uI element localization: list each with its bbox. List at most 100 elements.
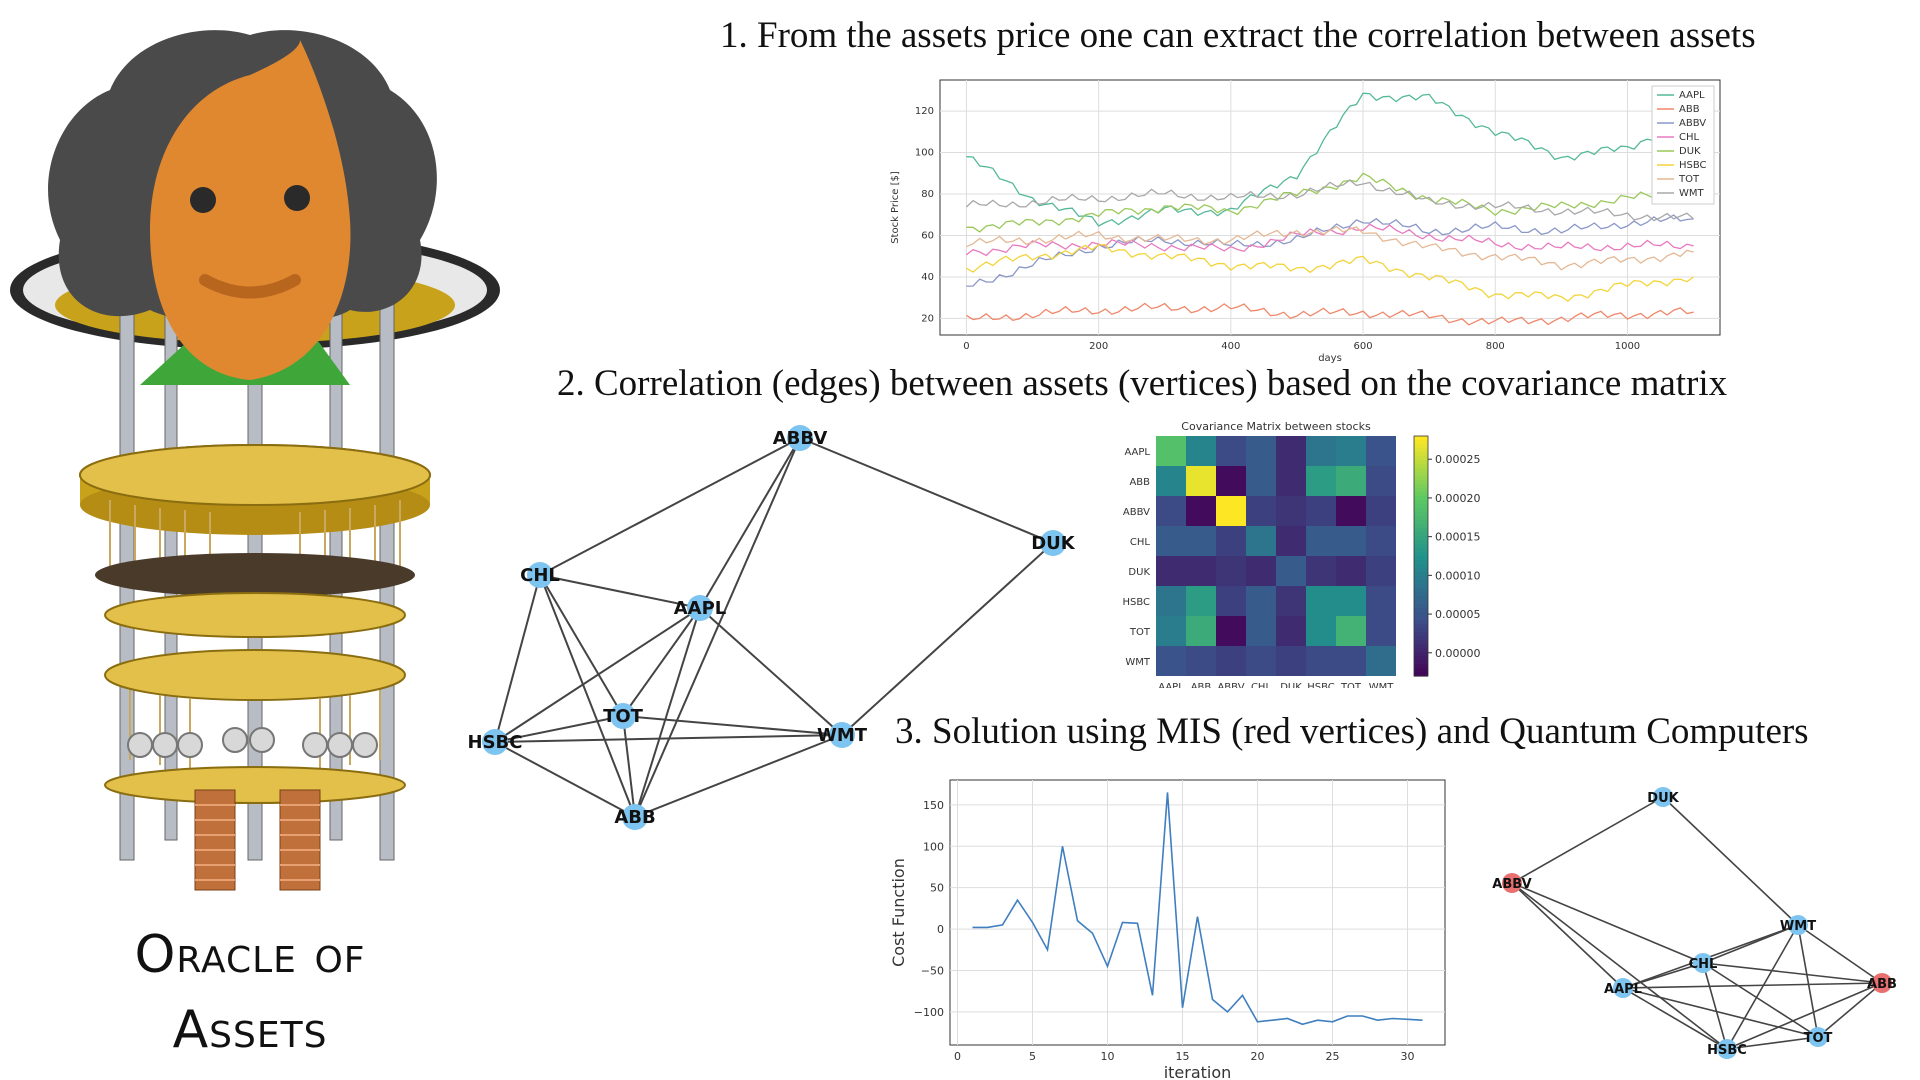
heatmap-cell bbox=[1246, 556, 1276, 586]
colorbar-segment bbox=[1414, 504, 1428, 509]
heatmap-cell bbox=[1306, 436, 1336, 466]
graph-edge bbox=[841, 542, 1054, 736]
heatmap-row-label: ABB bbox=[1129, 477, 1150, 488]
legend-label: DUK bbox=[1679, 146, 1701, 157]
heatmap-title: Covariance Matrix between stocks bbox=[1181, 420, 1371, 433]
colorbar-segment bbox=[1414, 484, 1428, 489]
oracle-illustration bbox=[10, 30, 500, 891]
series-line-hsbc bbox=[966, 244, 1694, 302]
x-tick-label: 800 bbox=[1486, 341, 1505, 352]
graph-edge bbox=[539, 437, 801, 576]
colorbar-frame bbox=[1413, 435, 1429, 677]
colorbar-segment bbox=[1414, 628, 1428, 633]
graph-edge bbox=[1511, 882, 1624, 989]
graph-node-wmt bbox=[829, 722, 855, 748]
colorbar-segment bbox=[1414, 632, 1428, 637]
graph-node-abb bbox=[1872, 973, 1892, 993]
heatmap-cell bbox=[1276, 646, 1306, 676]
graph-node-abbv bbox=[787, 425, 813, 451]
y-axis-label: Cost Function bbox=[889, 858, 908, 967]
heatmap-cell bbox=[1246, 586, 1276, 616]
y-tick-label: −50 bbox=[921, 964, 944, 977]
colorbar-segment bbox=[1414, 608, 1428, 613]
colorbar-segment bbox=[1414, 476, 1428, 481]
colorbar-segment bbox=[1414, 668, 1428, 673]
x-tick-label: 0 bbox=[954, 1050, 961, 1063]
y-tick-label: 50 bbox=[930, 882, 944, 895]
colorbar-segment bbox=[1414, 452, 1428, 457]
graph-edge bbox=[1511, 882, 1704, 964]
colorbar-segment bbox=[1414, 460, 1428, 465]
plot-area bbox=[949, 779, 1446, 1046]
heatmap-cell bbox=[1186, 556, 1216, 586]
colorbar-segment bbox=[1414, 648, 1428, 653]
heatmap-cell bbox=[1336, 586, 1366, 616]
x-tick-label: 1000 bbox=[1615, 341, 1640, 352]
heatmap-cell bbox=[1366, 646, 1396, 676]
colorbar-segment bbox=[1414, 656, 1428, 661]
colorbar-segment bbox=[1414, 576, 1428, 581]
colorbar-segment bbox=[1414, 560, 1428, 565]
graph-edge bbox=[1726, 924, 1799, 1050]
heatmap-cell bbox=[1186, 646, 1216, 676]
heatmap-cell bbox=[1276, 526, 1306, 556]
legend-box bbox=[1651, 85, 1715, 205]
legend-label: AAPL bbox=[1679, 90, 1705, 101]
graph-edge bbox=[1797, 924, 1819, 1038]
y-tick-label: 20 bbox=[921, 313, 934, 324]
graph-edge bbox=[494, 607, 701, 743]
colorbar-segment bbox=[1414, 512, 1428, 517]
graph-edge bbox=[622, 715, 636, 818]
colorbar-segment bbox=[1414, 664, 1428, 669]
y-tick-label: 100 bbox=[915, 148, 934, 159]
oracle-title-line-2: Assets bbox=[172, 1000, 328, 1060]
heatmap-row-label: CHL bbox=[1130, 537, 1151, 548]
cost-series-line bbox=[972, 792, 1423, 1026]
heatmap-cell bbox=[1216, 616, 1246, 646]
graph-edge bbox=[622, 715, 843, 736]
graph-edge bbox=[1817, 982, 1883, 1038]
graph-edge bbox=[1726, 982, 1883, 1050]
colorbar-segment bbox=[1414, 468, 1428, 473]
graph-node-label: ABBV bbox=[1492, 877, 1531, 892]
colorbar-tick-label: 0.00025 bbox=[1435, 453, 1481, 466]
colorbar-segment bbox=[1414, 492, 1428, 497]
graph-edge bbox=[494, 741, 636, 818]
heatmap-row-label: WMT bbox=[1125, 657, 1151, 668]
heatmap-cell bbox=[1156, 586, 1186, 616]
graph-node-label: AAPL bbox=[1604, 982, 1642, 997]
heatmap-cell bbox=[1306, 556, 1336, 586]
graph-node-wmt bbox=[1788, 915, 1808, 935]
graph-edge bbox=[1797, 924, 1883, 984]
graph-node-tot bbox=[1808, 1027, 1828, 1047]
graph-edge bbox=[622, 607, 701, 717]
heatmap-cell bbox=[1216, 466, 1246, 496]
heatmap-cell bbox=[1366, 616, 1396, 646]
colorbar-segment bbox=[1414, 524, 1428, 529]
plot-area bbox=[939, 79, 1721, 336]
graph-edge bbox=[634, 607, 701, 818]
x-tick-label: 25 bbox=[1326, 1050, 1340, 1063]
heatmap-cell bbox=[1156, 616, 1186, 646]
graph-edge bbox=[1511, 796, 1664, 884]
colorbar-tick-label: 0.00010 bbox=[1435, 569, 1481, 582]
x-tick-label: 0 bbox=[963, 341, 969, 352]
heatmap-row-label: HSBC bbox=[1122, 597, 1150, 608]
heatmap-cell bbox=[1366, 526, 1396, 556]
x-tick-label: 10 bbox=[1101, 1050, 1115, 1063]
colorbar-segment bbox=[1414, 480, 1428, 485]
x-tick-label: 30 bbox=[1401, 1050, 1415, 1063]
heatmap-row-label: DUK bbox=[1128, 567, 1150, 578]
colorbar-segment bbox=[1414, 572, 1428, 577]
graph-edge bbox=[494, 574, 541, 743]
graph-node-label: DUK bbox=[1647, 791, 1679, 806]
heatmap-cell bbox=[1246, 466, 1276, 496]
heatmap-col-label: ABBV bbox=[1217, 682, 1244, 688]
legend-label: CHL bbox=[1679, 132, 1700, 143]
graph-edge bbox=[1662, 796, 1799, 926]
heatmap-cell bbox=[1156, 646, 1186, 676]
heatmap-col-label: DUK bbox=[1280, 682, 1302, 688]
colorbar-segment bbox=[1414, 508, 1428, 513]
graph-edge bbox=[494, 715, 624, 743]
colorbar-segment bbox=[1414, 672, 1428, 677]
